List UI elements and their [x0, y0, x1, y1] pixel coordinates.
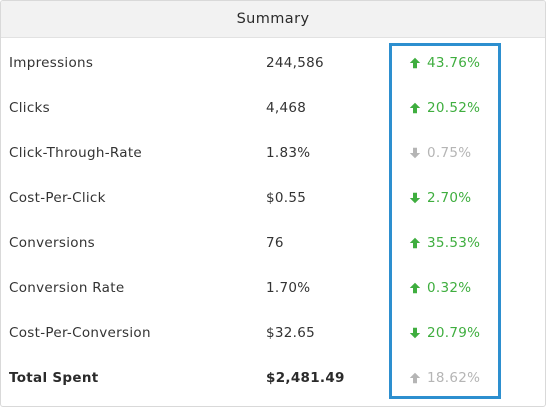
metric-change-value: 0.75%	[427, 145, 472, 161]
metric-label: Click-Through-Rate	[9, 145, 143, 161]
metric-value: 1.70%	[266, 280, 311, 296]
metric-value: 244,586	[266, 55, 324, 71]
arrow-down-icon	[409, 192, 421, 204]
metric-label: Impressions	[9, 55, 94, 71]
arrow-down-icon	[409, 327, 421, 339]
metric-change: 20.52%	[409, 100, 480, 116]
metric-change-value: 43.76%	[427, 55, 481, 71]
metric-label: Total Spent	[9, 370, 99, 386]
arrow-up-icon	[409, 282, 421, 294]
metric-change-value: 20.52%	[427, 100, 481, 116]
summary-row-impressions: Impressions 244,586 43.76%	[1, 38, 545, 83]
arrow-up-icon	[409, 372, 421, 384]
metric-label: Cost-Per-Click	[9, 190, 106, 206]
arrow-down-icon	[409, 147, 421, 159]
metric-label: Conversions	[9, 235, 96, 251]
summary-row-total-spent: Total Spent $2,481.49 18.62%	[1, 353, 545, 398]
summary-row-conversion-rate: Conversion Rate 1.70% 0.32%	[1, 263, 545, 308]
metric-change-value: 35.53%	[427, 235, 481, 251]
metric-change: 20.79%	[409, 325, 480, 341]
metric-change: 18.62%	[409, 370, 480, 386]
metric-label: Cost-Per-Conversion	[9, 325, 151, 341]
summary-row-click-through-rate: Click-Through-Rate 1.83% 0.75%	[1, 128, 545, 173]
summary-title: Summary	[236, 11, 310, 27]
arrow-up-icon	[409, 57, 421, 69]
metric-change: 43.76%	[409, 55, 480, 71]
summary-rows: Impressions 244,586 43.76% Clicks 4,468 …	[1, 38, 545, 398]
summary-header: Summary	[1, 1, 545, 38]
metric-change: 35.53%	[409, 235, 480, 251]
summary-row-clicks: Clicks 4,468 20.52%	[1, 83, 545, 128]
metric-value: $32.65	[266, 325, 316, 341]
metric-label: Conversion Rate	[9, 280, 125, 296]
metric-change: 0.32%	[409, 280, 471, 296]
summary-row-cost-per-conversion: Cost-Per-Conversion $32.65 20.79%	[1, 308, 545, 353]
metric-change-value: 18.62%	[427, 370, 481, 386]
arrow-up-icon	[409, 102, 421, 114]
metric-change-value: 20.79%	[427, 325, 481, 341]
metric-value: 4,468	[266, 100, 307, 116]
metric-value: 1.83%	[266, 145, 311, 161]
metric-change: 2.70%	[409, 190, 471, 206]
metric-change-value: 0.32%	[427, 280, 472, 296]
metric-value: $2,481.49	[266, 370, 345, 386]
metric-change: 0.75%	[409, 145, 471, 161]
metric-label: Clicks	[9, 100, 51, 116]
metric-change-value: 2.70%	[427, 190, 472, 206]
metric-value: 76	[266, 235, 284, 251]
arrow-up-icon	[409, 237, 421, 249]
summary-row-cost-per-click: Cost-Per-Click $0.55 2.70%	[1, 173, 545, 218]
metric-value: $0.55	[266, 190, 307, 206]
summary-row-conversions: Conversions 76 35.53%	[1, 218, 545, 263]
